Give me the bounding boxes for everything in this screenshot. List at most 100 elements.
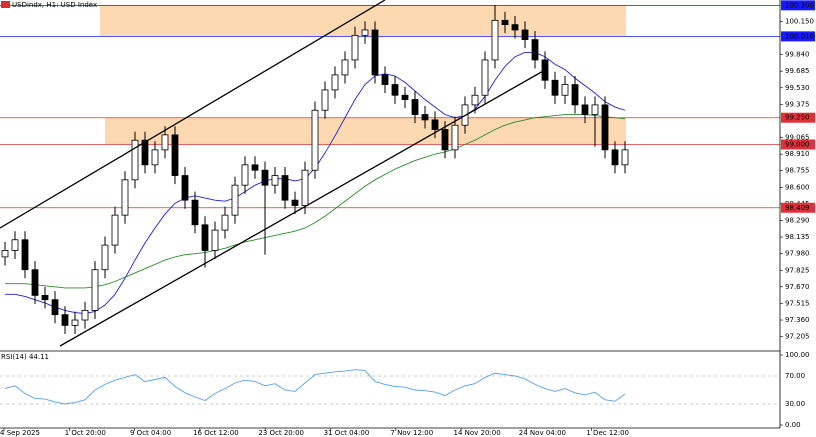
candle-body [311, 109, 319, 171]
candle-body [11, 239, 19, 251]
candle-body [441, 129, 449, 151]
level-label-box [781, 31, 815, 42]
candle-body [201, 224, 209, 251]
zone [105, 117, 626, 145]
candle-body [291, 199, 299, 206]
level-label-box [781, 139, 815, 150]
candle-body [551, 79, 559, 96]
candle-body [191, 199, 199, 226]
candle-body [271, 175, 279, 186]
candle-body [31, 269, 39, 296]
candle-body [221, 214, 229, 231]
candle-body [371, 29, 379, 76]
y-tick-label: 98.755 [785, 167, 810, 175]
candle-body [451, 124, 459, 151]
candle-body [491, 19, 499, 61]
rsi-tick-label: 30.00 [785, 400, 805, 408]
candle-body [81, 309, 89, 321]
candle-body [531, 39, 539, 61]
rsi-line [4, 369, 626, 405]
rsi-tick-label: 100.00 [785, 351, 810, 359]
candle-body [411, 99, 419, 115]
level-label-box [781, 0, 815, 11]
moving-average [5, 114, 626, 289]
level-label: 100.010 [785, 32, 814, 40]
symbol-icon [1, 1, 10, 8]
x-tick-label: 23 Oct 20:00 [258, 429, 304, 437]
candle-body [181, 175, 189, 201]
candle-body [21, 239, 29, 271]
rsi-tick-label: 70.00 [785, 372, 805, 380]
y-tick-label: 97.825 [785, 266, 810, 274]
y-tick-label: 97.670 [785, 283, 810, 291]
candle-body [251, 164, 259, 171]
x-tick-label: 1 Oct 20:00 [65, 429, 106, 437]
y-tick-label: 99.530 [785, 84, 810, 92]
level-label-box [781, 202, 815, 213]
candle-body [481, 59, 489, 96]
level-label: 99.000 [785, 140, 810, 148]
candle-body [301, 169, 309, 206]
y-tick-label: 99.065 [785, 134, 810, 142]
x-tick-label: 1 Dec 12:00 [586, 429, 629, 437]
candle-body [231, 184, 239, 216]
y-tick-label: 98.290 [785, 216, 810, 224]
level-label: 98.409 [785, 204, 810, 212]
candle-body [151, 149, 159, 166]
y-tick-label: 98.600 [785, 183, 810, 191]
channel-upper [0, 0, 386, 229]
candle-body [91, 269, 99, 311]
x-tick-label: 31 Oct 04:00 [324, 429, 370, 437]
chart-title: USDindx, H1: USD Index [12, 1, 97, 9]
candle-body [161, 134, 169, 151]
y-tick-label: 99.840 [785, 51, 810, 59]
candle-body [331, 74, 339, 91]
x-tick-label: 7 Nov 12:00 [390, 429, 433, 437]
y-tick-label: 98.135 [785, 233, 810, 241]
x-tick-label: 16 Oct 12:00 [193, 429, 239, 437]
rsi-label: RSI(14) 44.11 [1, 353, 49, 361]
y-tick-label: 97.205 [785, 333, 810, 341]
candle-body [141, 139, 149, 166]
candle-body [61, 314, 69, 326]
y-tick-label: 97.360 [785, 316, 810, 324]
x-tick-label: 4 Sep 2025 [0, 429, 40, 437]
candle-body [261, 169, 269, 186]
candle-body [241, 164, 249, 186]
x-tick-label: 9 Oct 04:00 [130, 429, 171, 437]
level-label: 99.250 [785, 114, 810, 122]
candle-body [121, 179, 129, 216]
candle-body [621, 149, 629, 166]
y-tick-label: 97.515 [785, 299, 810, 307]
candle-body [101, 244, 109, 271]
candle-body [421, 114, 429, 121]
candle-body [51, 299, 59, 316]
y-tick-label: 99.375 [785, 100, 810, 108]
candle-body [611, 149, 619, 166]
candle-body [321, 89, 329, 111]
candle-body [1, 250, 9, 258]
level-label: 100.300 [785, 1, 814, 9]
candle-body [401, 94, 409, 100]
candle-body [351, 34, 359, 61]
y-tick-label: 99.685 [785, 67, 810, 75]
candle-body [211, 229, 219, 251]
candle-body [131, 139, 139, 181]
candle-body [571, 84, 579, 106]
candle-body [361, 29, 369, 36]
candle-body [471, 94, 479, 106]
candle-body [581, 104, 589, 115]
y-tick-label: 98.910 [785, 150, 810, 158]
candle-body [501, 19, 509, 26]
candle-body [111, 214, 119, 246]
level-label-box [781, 112, 815, 123]
x-tick-label: 24 Nov 04:00 [519, 429, 566, 437]
x-tick-label: 14 Nov 20:00 [453, 429, 500, 437]
candle-body [341, 59, 349, 76]
channel-lower [59, 69, 546, 347]
candle-body [41, 295, 49, 301]
candle-body [521, 29, 529, 41]
candle-body [391, 84, 399, 96]
